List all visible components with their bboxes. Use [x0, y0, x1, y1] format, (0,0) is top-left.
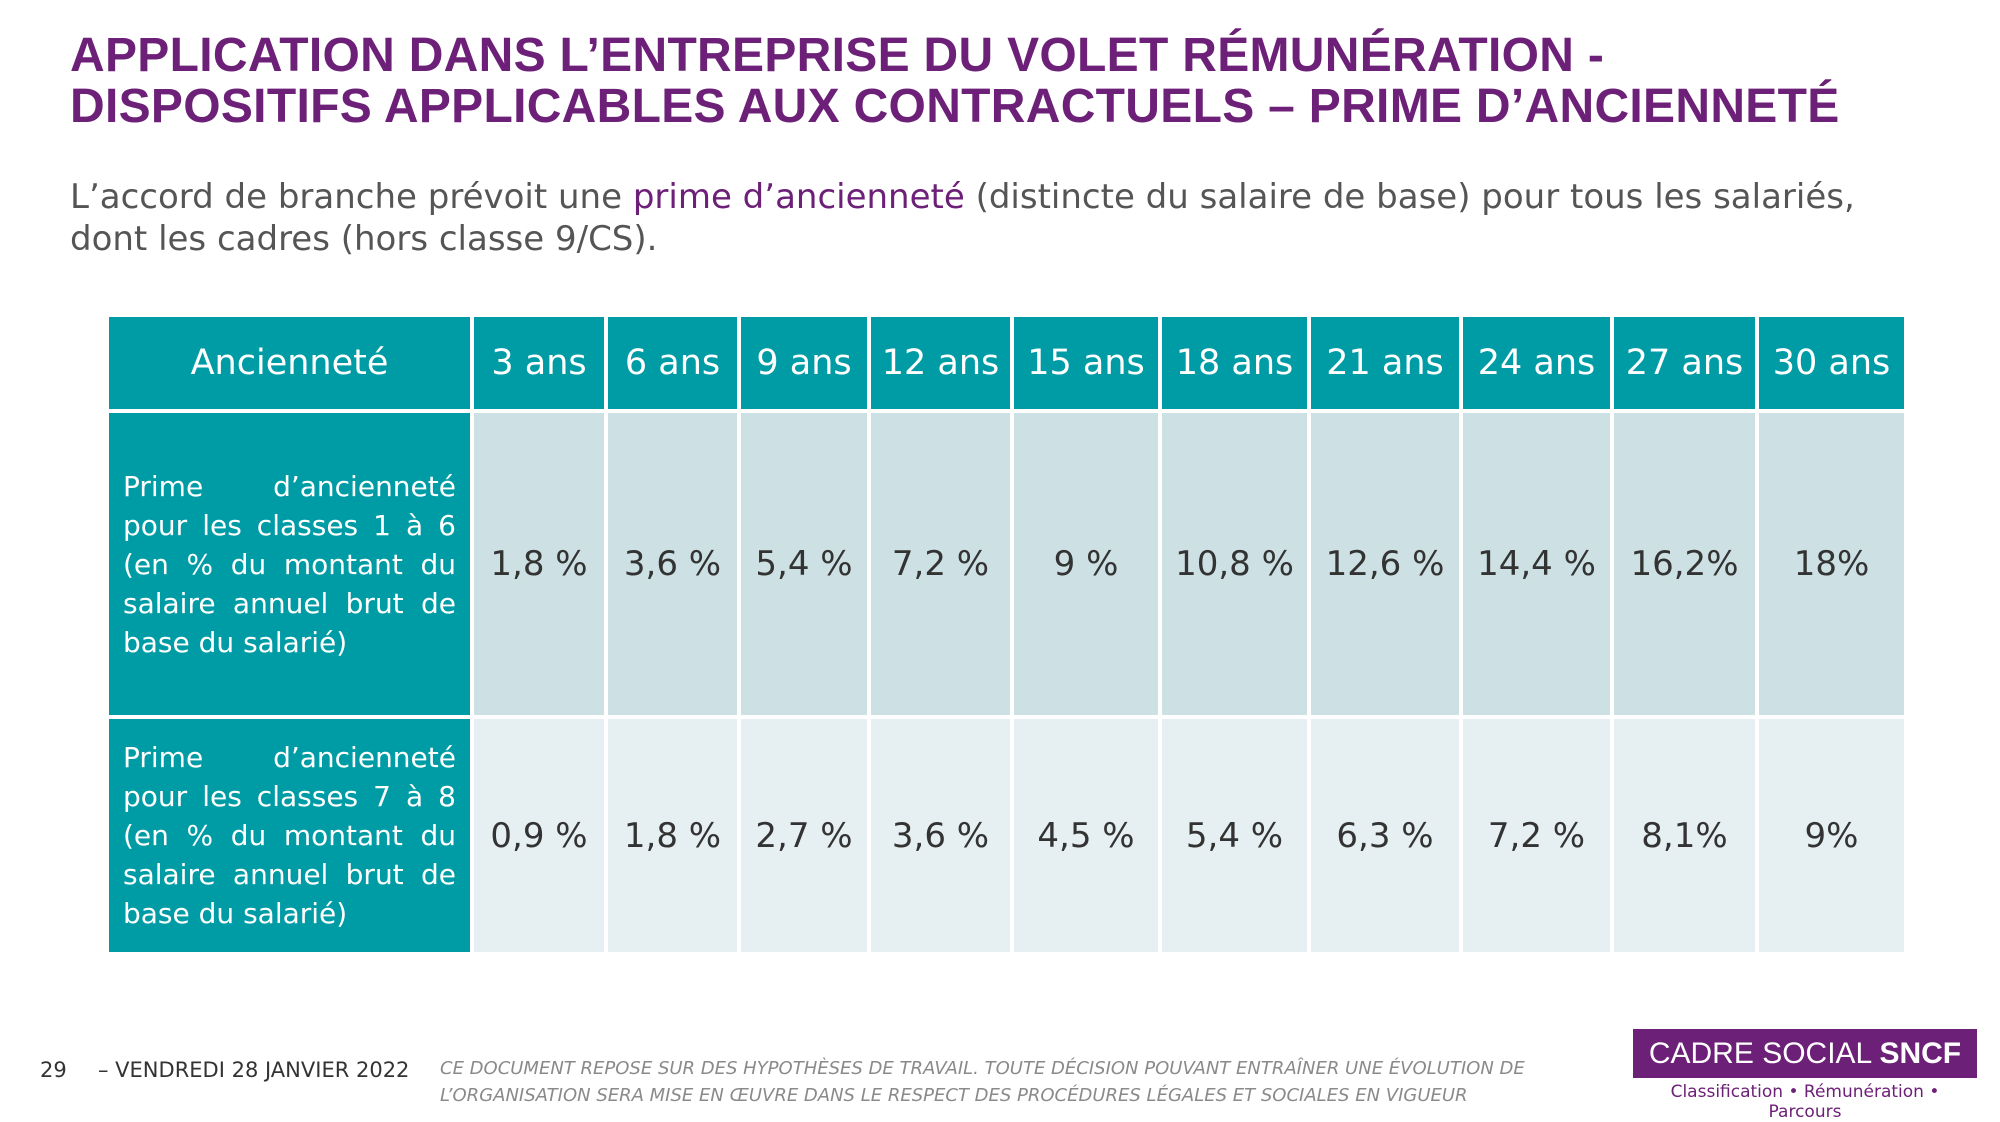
- date: – VENDREDI 28 JANVIER 2022: [98, 1058, 410, 1082]
- logo: CADRE SOCIAL SNCF: [1633, 1029, 1977, 1078]
- subtitle-highlight: prime d’ancienneté: [632, 177, 965, 217]
- table-row: Prime d’ancienneté pour les classes 1 à …: [109, 413, 1904, 715]
- table-row: Prime d’ancienneté pour les classes 7 à …: [109, 719, 1904, 952]
- cell: 12,6 %: [1311, 413, 1459, 715]
- disclaimer: CE DOCUMENT REPOSE SUR DES HYPOTHÈSES DE…: [440, 1058, 1525, 1106]
- column-header: 30 ans: [1759, 317, 1904, 409]
- cell: 5,4 %: [741, 413, 867, 715]
- subtitle: L’accord de branche prévoit une prime d’…: [70, 176, 1920, 260]
- cell: 1,8 %: [474, 413, 604, 715]
- cell: 2,7 %: [741, 719, 867, 952]
- tagline: Classification • Rémunération • Parcours: [1670, 1082, 1940, 1122]
- column-header: 15 ans: [1014, 317, 1158, 409]
- column-header: 9 ans: [741, 317, 867, 409]
- logo-brand: SNCF: [1879, 1037, 1962, 1070]
- column-header: 27 ans: [1614, 317, 1755, 409]
- cell: 7,2 %: [1463, 719, 1610, 952]
- seniority-table: Ancienneté 3 ans 6 ans 9 ans 12 ans 15 ans 18 …: [105, 313, 1908, 956]
- cell: 3,6 %: [871, 719, 1010, 952]
- cell: 4,5 %: [1014, 719, 1158, 952]
- cell: 9 %: [1014, 413, 1158, 715]
- row-label: Prime d’ancienneté pour les classes 1 à …: [109, 413, 470, 715]
- column-header: 12 ans: [871, 317, 1010, 409]
- subtitle-text: L’accord de branche prévoit une: [70, 177, 633, 217]
- logo-text: CADRE SOCIAL: [1648, 1037, 1880, 1070]
- cell: 0,9 %: [474, 719, 604, 952]
- cell: 7,2 %: [871, 413, 1010, 715]
- cell: 10,8 %: [1162, 413, 1307, 715]
- cell: 14,4 %: [1463, 413, 1610, 715]
- cell: 5,4 %: [1162, 719, 1307, 952]
- column-header: 21 ans: [1311, 317, 1459, 409]
- title: APPLICATION DANS L’ENTREPRISE DU VOLET R…: [70, 30, 1950, 132]
- page-number: 29: [40, 1058, 67, 1082]
- cell: 6,3 %: [1311, 719, 1459, 952]
- header-row: Ancienneté 3 ans 6 ans 9 ans 12 ans 15 ans 18 …: [109, 317, 1904, 409]
- row-label: Prime d’ancienneté pour les classes 7 à …: [109, 719, 470, 952]
- column-header: 24 ans: [1463, 317, 1610, 409]
- cell: 3,6 %: [608, 413, 737, 715]
- cell: 16,2%: [1614, 413, 1755, 715]
- column-header: Ancienneté: [109, 317, 470, 409]
- column-header: 18 ans: [1162, 317, 1307, 409]
- cell: 18%: [1759, 413, 1904, 715]
- title-line: DISPOSITIFS APPLICABLES AUX CONTRACTUELS…: [70, 80, 1840, 133]
- title-line: APPLICATION DANS L’ENTREPRISE DU VOLET R…: [70, 29, 1605, 82]
- cell: 8,1%: [1614, 719, 1755, 952]
- column-header: 6 ans: [608, 317, 737, 409]
- cell: 9%: [1759, 719, 1904, 952]
- subtitle-text: (distincte du salaire de base) pour tous…: [70, 177, 1855, 259]
- cell: 1,8 %: [608, 719, 737, 952]
- column-header: 3 ans: [474, 317, 604, 409]
